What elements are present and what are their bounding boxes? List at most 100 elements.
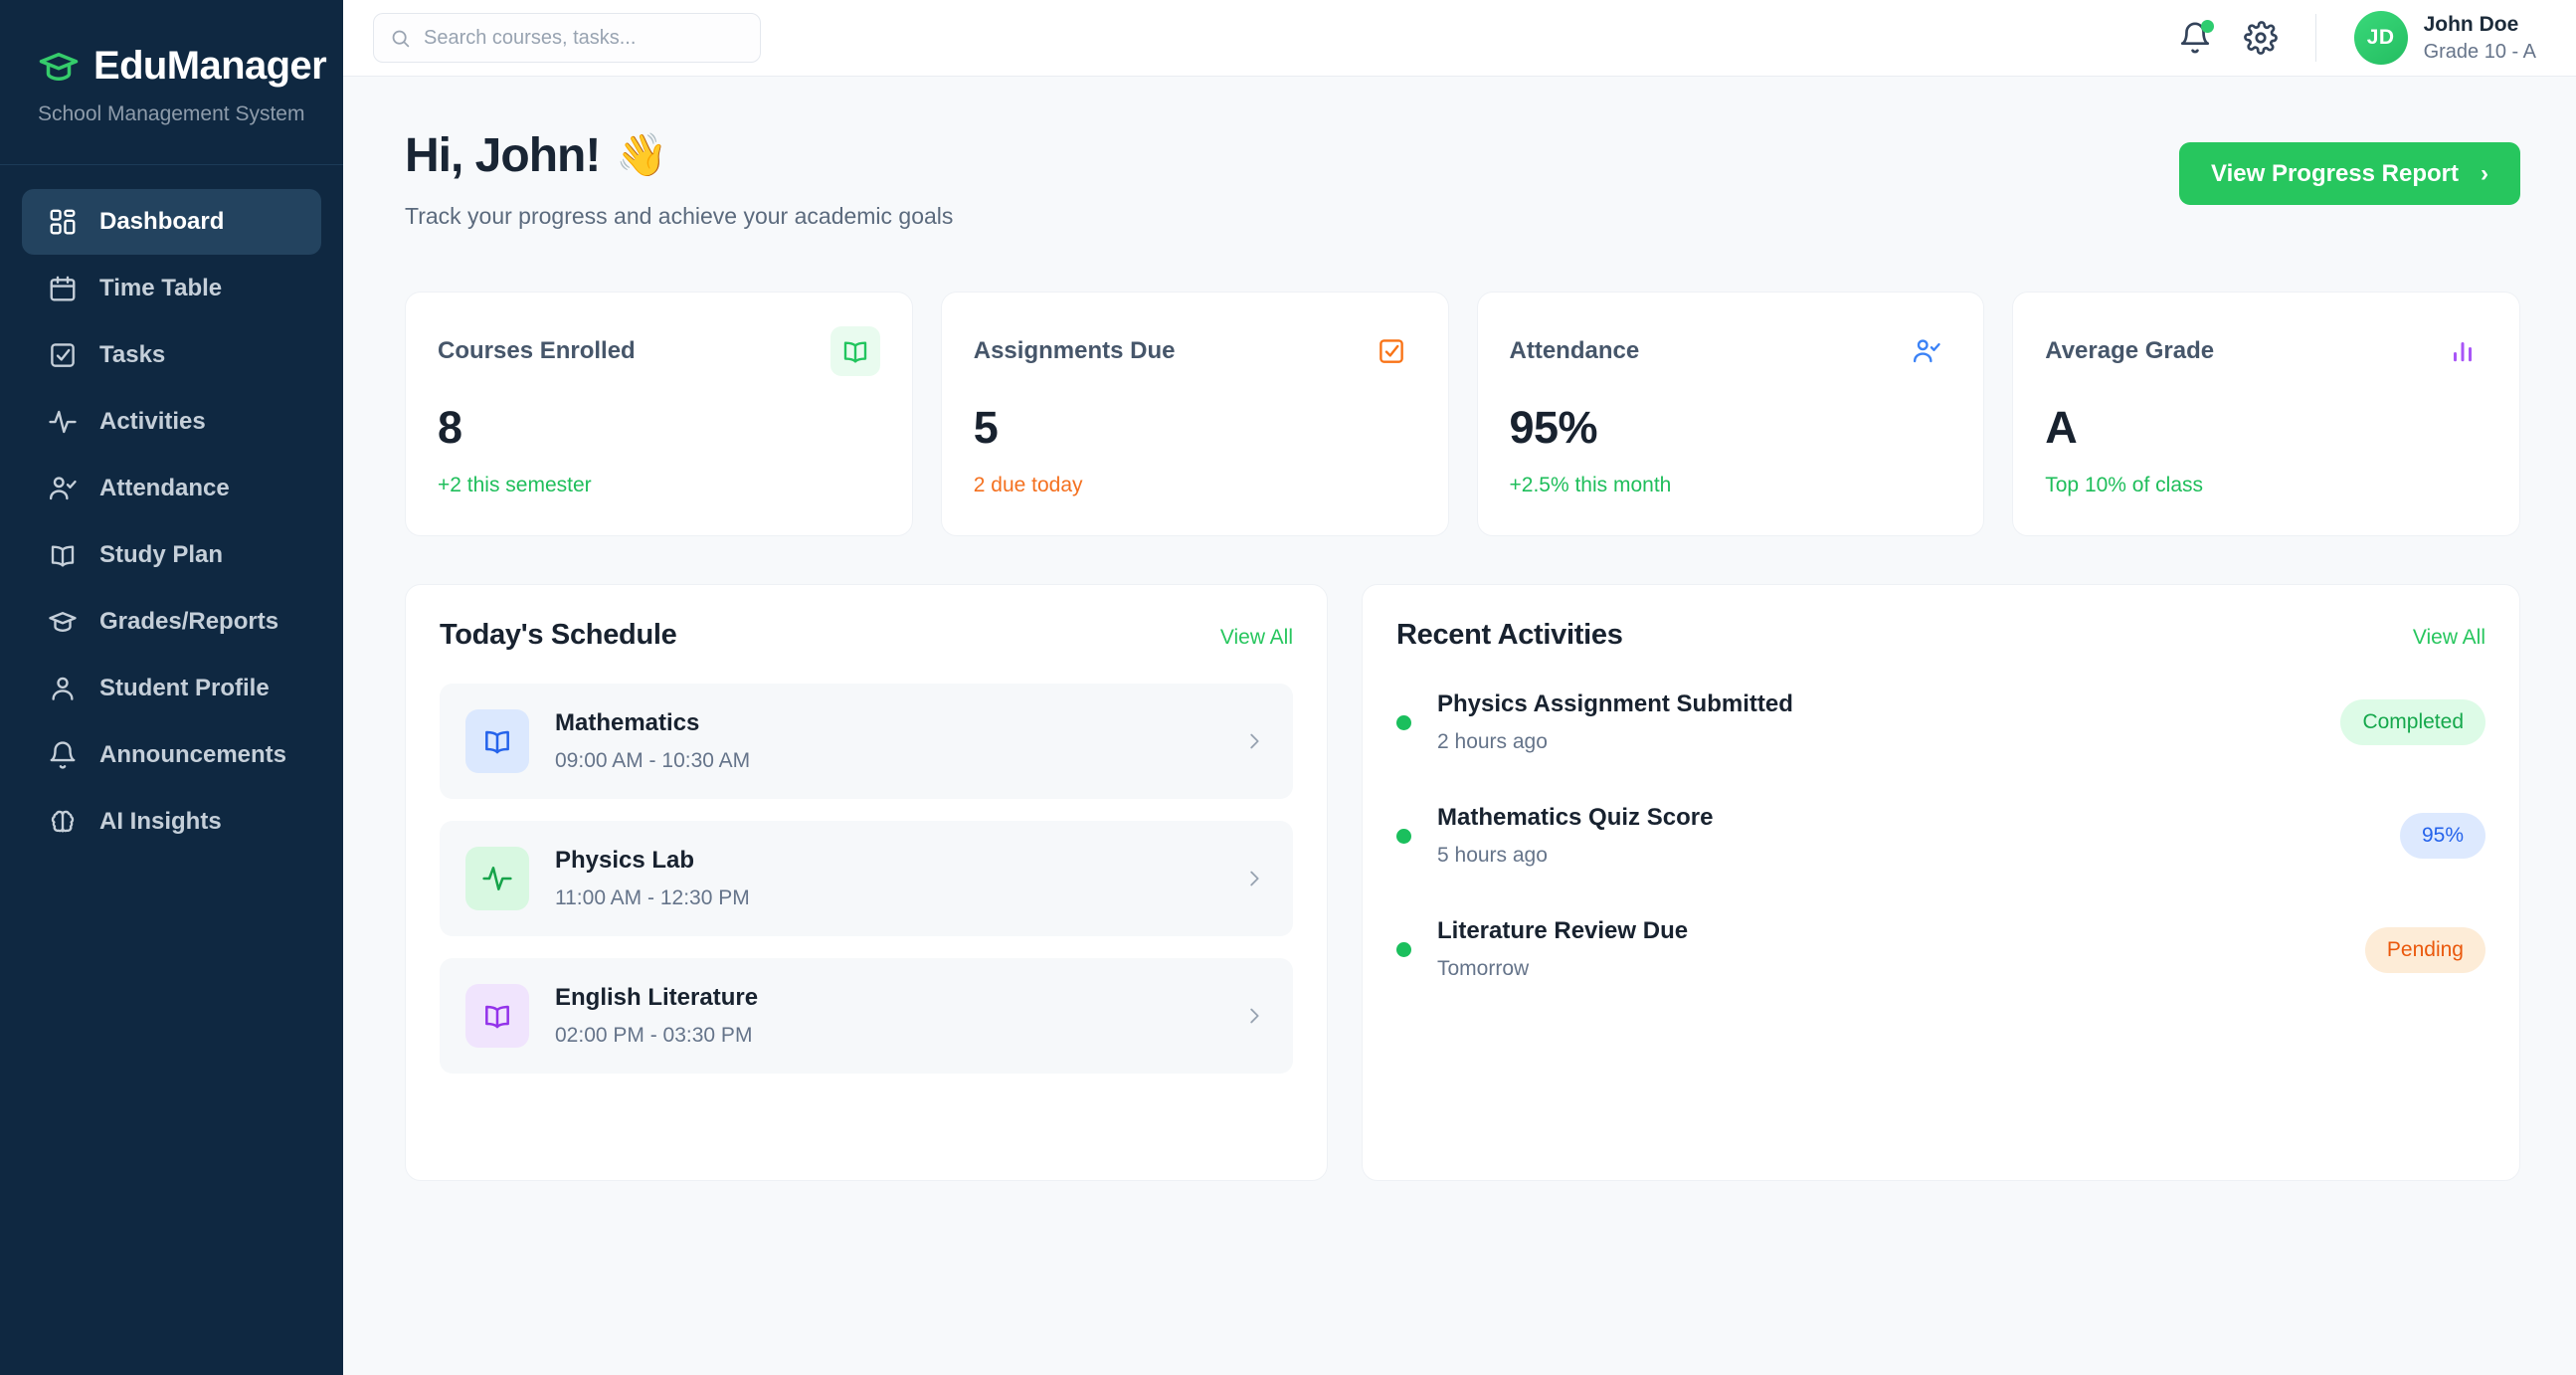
- stat-card: Average Grade A Top 10% of class: [2012, 292, 2520, 536]
- search-box[interactable]: [373, 13, 761, 63]
- brain-icon: [48, 807, 78, 837]
- checkbox-check-icon: [48, 340, 78, 370]
- sidebar-item-study-plan[interactable]: Study Plan: [22, 522, 321, 588]
- dashboard-panels: Today's Schedule View All Mathematics 09:…: [405, 584, 2520, 1181]
- stat-card: Assignments Due 5 2 due today: [940, 292, 1449, 536]
- sidebar-item-label: Attendance: [99, 475, 230, 501]
- avatar: JD: [2353, 10, 2408, 65]
- topbar-separator: [2314, 13, 2316, 62]
- sidebar-item-announcements[interactable]: Announcements: [22, 722, 321, 788]
- notifications-button[interactable]: [2178, 19, 2214, 55]
- main-area: JD John Doe Grade 10 - A Hi, John! 👋 Tra…: [343, 0, 2576, 1375]
- schedule-list: Mathematics 09:00 AM - 10:30 AM Physics La…: [440, 684, 1293, 1074]
- activity-name: Physics Assignment Submitted: [1437, 690, 1793, 717]
- bar-chart-icon: [2438, 326, 2487, 376]
- activity-name: Mathematics Quiz Score: [1437, 804, 1714, 832]
- stat-label: Courses Enrolled: [438, 337, 636, 364]
- sidebar-item-label: Dashboard: [99, 208, 225, 235]
- stat-label: Assignments Due: [973, 337, 1176, 364]
- chevron-right-icon[interactable]: [1243, 1005, 1265, 1027]
- book-open-icon: [829, 326, 880, 376]
- status-badge: 95%: [2399, 813, 2485, 860]
- book-open-icon: [465, 984, 529, 1048]
- schedule-item-time: 02:00 PM - 03:30 PM: [555, 1023, 753, 1047]
- schedule-item-time: 11:00 AM - 12:30 PM: [555, 885, 750, 909]
- user-role: Grade 10 - A: [2423, 40, 2536, 63]
- page-title: Hi, John! 👋: [405, 128, 953, 183]
- sidebar-item-label: Time Table: [99, 275, 223, 301]
- activities-title: Recent Activities: [1396, 619, 1623, 651]
- schedule-item[interactable]: Mathematics 09:00 AM - 10:30 AM: [440, 684, 1293, 799]
- sidebar-item-label: Study Plan: [99, 541, 224, 568]
- sidebar-item-grades-reports[interactable]: Grades/Reports: [22, 589, 321, 655]
- user-menu[interactable]: JD John Doe Grade 10 - A: [2353, 10, 2536, 65]
- greeting-row: Hi, John! 👋 Track your progress and achi…: [405, 128, 2520, 230]
- stat-delta: +2.5% this month: [1509, 474, 1672, 496]
- checkbox-check-icon: [1366, 326, 1416, 376]
- stat-card: Courses Enrolled 8 +2 this semester: [405, 292, 913, 536]
- recent-activities-panel: Recent Activities View All Physics Assig…: [1362, 584, 2520, 1181]
- brand-subtitle: School Management System: [38, 102, 305, 125]
- brand-block: EduManager School Management System: [0, 0, 343, 126]
- sidebar-item-attendance[interactable]: Attendance: [22, 456, 321, 521]
- schedule-item-time: 09:00 AM - 10:30 AM: [555, 748, 751, 772]
- sidebar-item-activities[interactable]: Activities: [22, 389, 321, 455]
- schedule-item[interactable]: Physics Lab 11:00 AM - 12:30 PM: [440, 821, 1293, 936]
- stat-delta: +2 this semester: [438, 474, 592, 496]
- chevron-right-icon[interactable]: [1243, 730, 1265, 752]
- user-check-icon: [1902, 326, 1952, 376]
- book-open-icon: [48, 540, 78, 570]
- activity-pulse-icon: [48, 407, 78, 437]
- stat-cards: Courses Enrolled 8 +2 this semester Assignm…: [405, 292, 2520, 536]
- sidebar-item-ai-insights[interactable]: AI Insights: [22, 789, 321, 855]
- graduation-cap-icon: [48, 607, 78, 637]
- sidebar-item-label: Student Profile: [99, 675, 270, 701]
- stat-delta: 2 due today: [973, 474, 1083, 496]
- sidebar-item-label: Activities: [99, 408, 206, 435]
- sidebar-item-dashboard[interactable]: Dashboard: [22, 189, 321, 255]
- search-icon: [390, 28, 411, 49]
- schedule-view-all-link[interactable]: View All: [1219, 626, 1293, 649]
- activity-item: Mathematics Quiz Score 5 hours ago 95%: [1396, 801, 2485, 871]
- sidebar-item-student-profile[interactable]: Student Profile: [22, 656, 321, 721]
- activities-view-all-link[interactable]: View All: [2412, 626, 2485, 649]
- schedule-item-name: Physics Lab: [555, 846, 695, 874]
- sidebar-item-tasks[interactable]: Tasks: [22, 322, 321, 388]
- waving-hand-icon: 👋: [616, 131, 667, 178]
- stat-value: A: [2045, 402, 2078, 453]
- dashboard-content: Hi, John! 👋 Track your progress and achi…: [343, 77, 2576, 1375]
- notification-unread-dot: [2200, 19, 2214, 33]
- status-dot: [1396, 942, 1411, 958]
- activity-pulse-icon: [465, 847, 529, 910]
- user-icon: [48, 674, 78, 703]
- view-progress-report-button[interactable]: View Progress Report ›: [2179, 142, 2520, 205]
- top-header: JD John Doe Grade 10 - A: [343, 0, 2576, 77]
- activities-list: Physics Assignment Submitted 2 hours ago C…: [1396, 688, 2485, 985]
- stat-value: 95%: [1509, 402, 1598, 453]
- cta-label: View Progress Report: [2211, 159, 2459, 187]
- schedule-title: Today's Schedule: [440, 619, 677, 651]
- chevron-right-icon: ›: [2481, 159, 2488, 187]
- user-name: John Doe: [2423, 12, 2519, 36]
- greeting-block: Hi, John! 👋 Track your progress and achi…: [405, 128, 953, 230]
- stat-label: Attendance: [1509, 337, 1640, 364]
- activity-item: Literature Review Due Tomorrow Pending: [1396, 914, 2485, 984]
- calendar-icon: [48, 274, 78, 303]
- book-open-icon: [465, 709, 529, 773]
- stat-value: 8: [438, 402, 462, 453]
- topbar-actions: JD John Doe Grade 10 - A: [2178, 10, 2536, 65]
- grid-icon: [48, 207, 78, 237]
- activity-name: Literature Review Due: [1437, 917, 1689, 945]
- settings-button[interactable]: [2243, 21, 2278, 55]
- chevron-right-icon[interactable]: [1243, 868, 1265, 889]
- stat-delta: Top 10% of class: [2045, 474, 2204, 496]
- search-input[interactable]: [424, 26, 744, 50]
- sidebar-item-time-table[interactable]: Time Table: [22, 256, 321, 321]
- activity-time: 5 hours ago: [1437, 844, 1548, 868]
- schedule-item-name: Mathematics: [555, 708, 700, 736]
- sidebar-divider: [0, 164, 343, 165]
- sidebar: EduManager School Management System Dash…: [0, 0, 343, 1375]
- schedule-item[interactable]: English Literature 02:00 PM - 03:30 PM: [440, 958, 1293, 1074]
- todays-schedule-panel: Today's Schedule View All Mathematics 09:…: [405, 584, 1328, 1181]
